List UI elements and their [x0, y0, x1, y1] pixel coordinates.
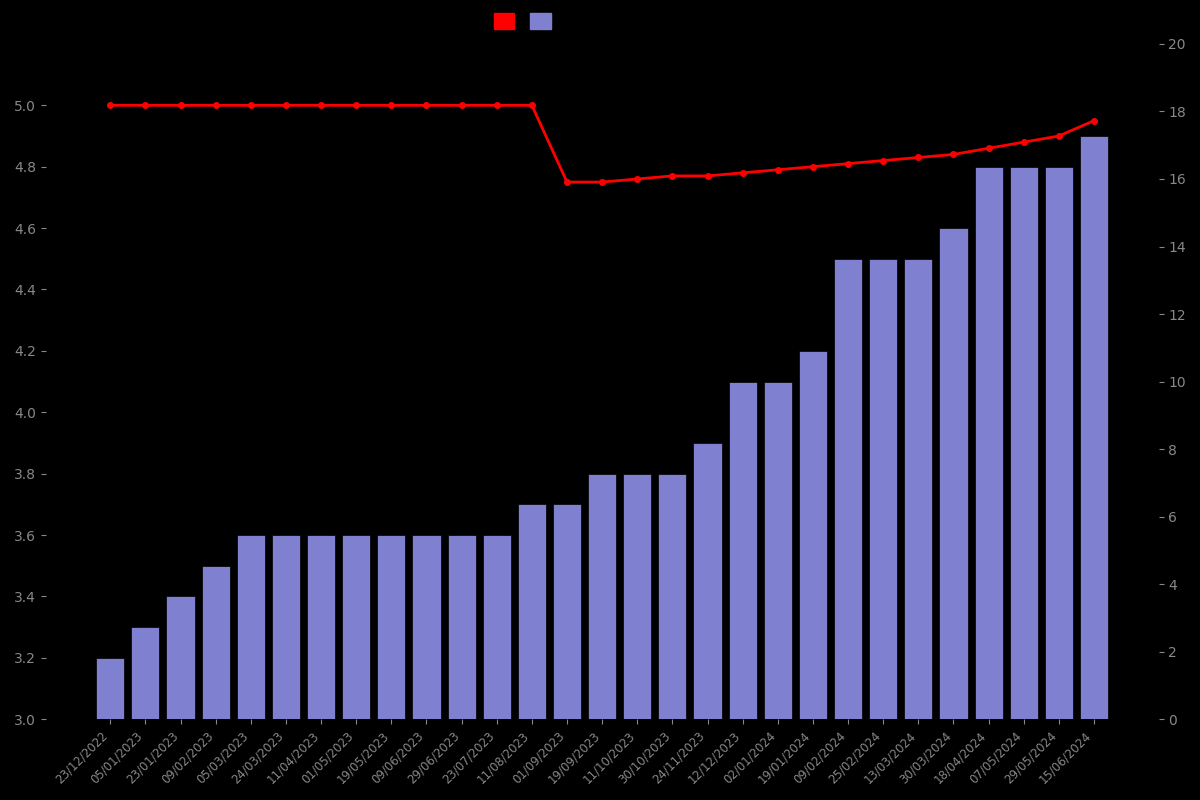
- Bar: [307, 535, 335, 800]
- Bar: [518, 504, 546, 800]
- Bar: [834, 258, 862, 800]
- Bar: [974, 166, 1003, 800]
- Bar: [905, 258, 932, 800]
- Bar: [96, 658, 125, 800]
- Bar: [588, 474, 616, 800]
- Bar: [342, 535, 371, 800]
- Bar: [413, 535, 440, 800]
- Bar: [659, 474, 686, 800]
- Bar: [236, 535, 265, 800]
- Bar: [272, 535, 300, 800]
- Bar: [553, 504, 581, 800]
- Bar: [377, 535, 406, 800]
- Bar: [940, 228, 967, 800]
- Bar: [763, 382, 792, 800]
- Bar: [623, 474, 652, 800]
- Bar: [202, 566, 229, 800]
- Bar: [131, 627, 160, 800]
- Legend: , : ,: [491, 10, 558, 32]
- Bar: [1080, 136, 1108, 800]
- Bar: [694, 443, 721, 800]
- Bar: [448, 535, 475, 800]
- Bar: [799, 351, 827, 800]
- Bar: [1045, 166, 1073, 800]
- Bar: [482, 535, 511, 800]
- Bar: [869, 258, 898, 800]
- Bar: [167, 597, 194, 800]
- Bar: [728, 382, 757, 800]
- Bar: [1009, 166, 1038, 800]
